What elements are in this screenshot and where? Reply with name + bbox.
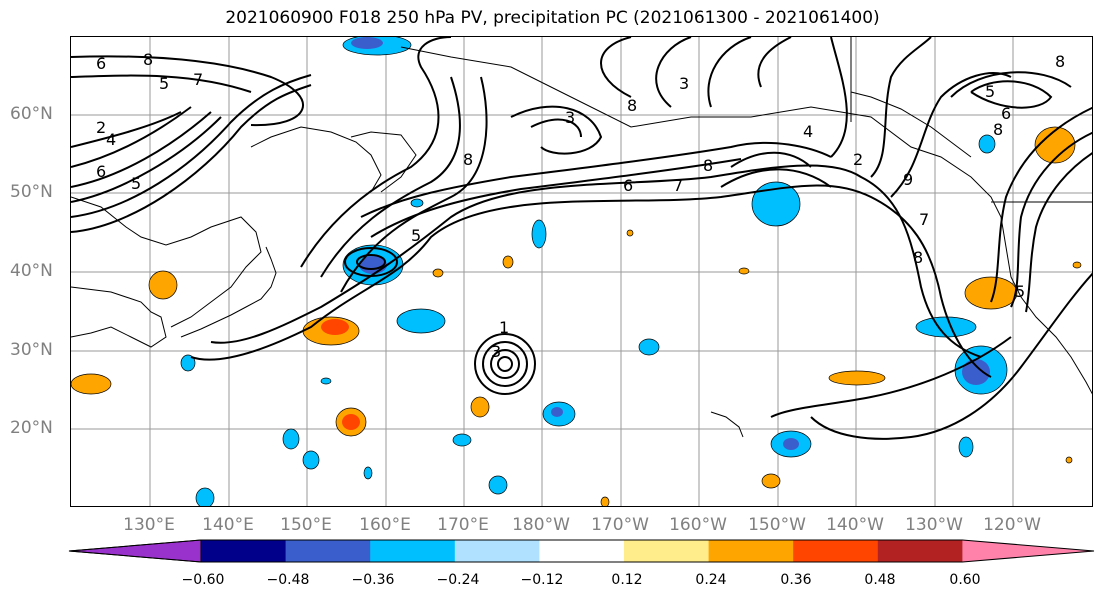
colorbar-tick: 0.36 — [780, 572, 812, 588]
contour-label: 8 — [143, 50, 153, 69]
contour-label: 5 — [985, 82, 995, 101]
precip-anomaly-fields — [71, 37, 1082, 506]
lon-label-160w: 160°W — [669, 515, 727, 535]
colorbar-tick: −0.24 — [436, 572, 480, 588]
contour-label: 8 — [703, 156, 713, 175]
colorbar-tick: −0.48 — [266, 572, 310, 588]
graticule — [71, 37, 1092, 506]
lon-label-150w: 150°W — [748, 515, 806, 535]
contour-label: 6 — [96, 162, 106, 181]
colorbar-segment — [539, 540, 625, 562]
colorbar-segment — [454, 540, 540, 562]
contour-label: 7 — [673, 176, 683, 195]
map-panel: 6 8 5 7 2 4 6 5 3 8 8 6 7 8 4 5 3 5 6 8 … — [70, 36, 1093, 507]
lat-label-20n: 20°N — [10, 418, 53, 438]
lon-label-160e: 160°E — [359, 515, 411, 535]
colorbar-segments — [68, 539, 1095, 563]
contour-label: 4 — [106, 130, 116, 149]
lon-label-140e: 140°E — [202, 515, 254, 535]
contour-label: 6 — [1001, 104, 1011, 123]
contour-label: 7 — [193, 70, 203, 89]
lat-label-60n: 60°N — [10, 104, 53, 124]
contour-label: 8 — [913, 248, 923, 267]
contour-label: 3 — [565, 108, 575, 127]
lon-label-150e: 150°E — [280, 515, 332, 535]
lon-label-180w: 180°W — [512, 515, 570, 535]
contour-label: 4 — [803, 122, 813, 141]
contour-label: 9 — [903, 170, 913, 189]
lon-label-130e: 130°E — [123, 515, 175, 535]
lon-label-130w: 130°W — [905, 515, 963, 535]
lon-label-170e: 170°E — [437, 515, 489, 535]
colorbar-segment — [708, 540, 794, 562]
colorbar-tick: 0.24 — [695, 572, 727, 588]
map-title: 2021060900 F018 250 hPa PV, precipitatio… — [225, 8, 880, 28]
lon-label-140w: 140°W — [826, 515, 884, 535]
colorbar-segment — [201, 540, 287, 562]
colorbar-extend-high — [962, 540, 1094, 562]
map-canvas: 6 8 5 7 2 4 6 5 3 8 8 6 7 8 4 5 3 5 6 8 … — [71, 37, 1092, 506]
contour-label: 1 — [499, 318, 509, 337]
colorbar-extend-low — [69, 540, 201, 562]
lon-label-170w: 170°W — [591, 515, 649, 535]
contour-label: 5 — [1015, 282, 1025, 301]
contour-label: 3 — [679, 74, 689, 93]
lat-label-50n: 50°N — [10, 182, 53, 202]
colorbar-tick: 0.12 — [611, 572, 643, 588]
contour-label: 8 — [463, 150, 473, 169]
pv-contours — [71, 37, 1092, 440]
colorbar-segment — [370, 540, 456, 562]
contour-label: 2 — [853, 150, 863, 169]
colorbar-tick: −0.60 — [181, 572, 225, 588]
contour-label: 6 — [96, 54, 106, 73]
coastlines — [71, 37, 1092, 438]
colorbar-segment — [285, 540, 371, 562]
contour-labels: 6 8 5 7 2 4 6 5 3 8 8 6 7 8 4 5 3 5 6 8 … — [96, 50, 1065, 361]
contour-label: 8 — [993, 120, 1003, 139]
colorbar — [68, 539, 1095, 563]
lon-label-120w: 120°W — [983, 515, 1041, 535]
colorbar-tick: 0.60 — [949, 572, 981, 588]
contour-label: 3 — [491, 342, 501, 361]
colorbar-segment — [624, 540, 710, 562]
colorbar-segment — [793, 540, 879, 562]
contour-label: 5 — [159, 74, 169, 93]
contour-label: 8 — [627, 96, 637, 115]
contour-label: 6 — [623, 176, 633, 195]
contour-label: 7 — [919, 210, 929, 229]
contour-label: 8 — [1055, 52, 1065, 71]
colorbar-tick: −0.12 — [520, 572, 564, 588]
lat-label-30n: 30°N — [10, 340, 53, 360]
colorbar-tick: −0.36 — [351, 572, 395, 588]
colorbar-tick: 0.48 — [864, 572, 896, 588]
contour-label: 2 — [96, 118, 106, 137]
contour-label: 5 — [411, 226, 421, 245]
colorbar-outline-left — [68, 539, 202, 563]
lat-label-40n: 40°N — [10, 261, 53, 281]
contour-label: 5 — [131, 174, 141, 193]
colorbar-segment — [877, 540, 963, 562]
